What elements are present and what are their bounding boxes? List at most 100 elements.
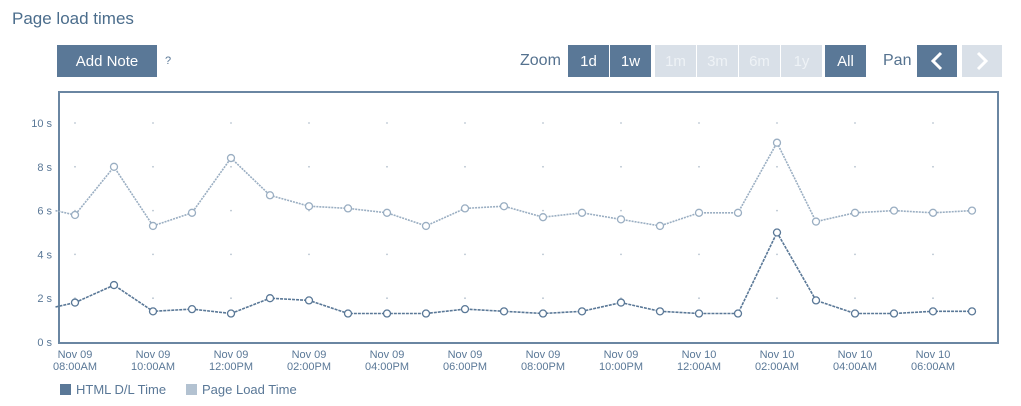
data-point bbox=[265, 294, 275, 303]
data-point bbox=[187, 304, 197, 314]
grid-dot bbox=[542, 297, 544, 300]
grid-dot bbox=[308, 122, 310, 124]
grid-dot bbox=[932, 165, 934, 168]
legend-label-html: HTML D/L Time bbox=[76, 382, 167, 397]
data-point bbox=[850, 208, 860, 217]
grid-dot bbox=[74, 122, 76, 124]
zoom-label: Zoom bbox=[520, 52, 561, 69]
legend-item-html-dl-time[interactable]: HTML D/L Time bbox=[60, 382, 166, 397]
grid-dot bbox=[932, 122, 934, 124]
grid-dot bbox=[620, 165, 622, 168]
data-point bbox=[850, 309, 860, 318]
y-tick-label: 8 s bbox=[37, 162, 52, 174]
data-point bbox=[382, 309, 392, 318]
grid-dot bbox=[386, 122, 388, 124]
data-point bbox=[694, 309, 704, 318]
data-point bbox=[499, 307, 509, 316]
y-tick-label: 0 s bbox=[37, 337, 52, 349]
grid-dot bbox=[698, 297, 700, 300]
grid-dot bbox=[776, 253, 778, 256]
data-point bbox=[577, 208, 587, 217]
chevron-left-icon bbox=[930, 51, 943, 71]
data-point bbox=[616, 215, 626, 224]
grid-dot bbox=[308, 165, 310, 168]
grid-dot bbox=[854, 297, 856, 300]
data-point bbox=[616, 298, 626, 307]
add-note-button[interactable]: Add Note bbox=[57, 45, 157, 77]
x-tick-label: 06:00PM bbox=[443, 361, 487, 373]
data-point bbox=[811, 296, 821, 305]
zoom-button-1d[interactable]: 1d bbox=[568, 45, 609, 77]
grid-dot bbox=[74, 253, 76, 256]
zoom-button-All[interactable]: All bbox=[825, 45, 866, 77]
pan-prev-button[interactable] bbox=[917, 45, 957, 77]
data-point bbox=[421, 309, 431, 318]
legend-swatch-page-load bbox=[186, 384, 197, 395]
x-tick-label: 06:00AM bbox=[911, 361, 955, 373]
x-tick-label: 12:00PM bbox=[209, 361, 253, 373]
data-point bbox=[733, 309, 743, 318]
data-point bbox=[538, 213, 548, 222]
legend-item-page-load-time[interactable]: Page Load Time bbox=[186, 382, 297, 397]
grid-dot bbox=[308, 253, 310, 256]
grid-dot bbox=[230, 297, 232, 300]
data-point bbox=[148, 221, 158, 231]
x-tick-label: 02:00AM bbox=[755, 361, 799, 373]
grid-dot bbox=[74, 165, 76, 168]
zoom-button-1m[interactable]: 1m bbox=[655, 45, 696, 77]
x-tick-label: Nov 10 bbox=[838, 349, 873, 361]
data-point bbox=[343, 309, 353, 318]
x-tick-label: Nov 09 bbox=[370, 349, 405, 361]
data-point bbox=[460, 204, 470, 213]
zoom-button-6m[interactable]: 6m bbox=[739, 45, 780, 77]
x-tick-label: Nov 09 bbox=[136, 349, 171, 361]
grid-dot bbox=[230, 122, 232, 124]
data-point bbox=[889, 309, 899, 318]
grid-dot bbox=[542, 165, 544, 168]
data-point bbox=[109, 162, 119, 171]
help-link[interactable]: ? bbox=[165, 55, 172, 67]
grid-dot bbox=[386, 165, 388, 168]
data-point bbox=[148, 307, 158, 316]
grid-dot bbox=[698, 122, 700, 124]
y-tick-label: 10 s bbox=[31, 118, 52, 130]
data-point bbox=[499, 202, 509, 211]
zoom-button-1w[interactable]: 1w bbox=[610, 45, 651, 77]
pan-next-button[interactable] bbox=[962, 45, 1002, 77]
data-point bbox=[343, 204, 353, 213]
data-point bbox=[382, 208, 392, 217]
grid-dot bbox=[230, 209, 232, 212]
zoom-button-1y[interactable]: 1y bbox=[781, 45, 822, 77]
data-point bbox=[928, 208, 938, 217]
grid-dot bbox=[932, 297, 934, 300]
x-tick-label: Nov 09 bbox=[526, 349, 561, 361]
y-tick-label: 4 s bbox=[37, 249, 52, 261]
data-point bbox=[538, 309, 548, 318]
x-tick-label: Nov 09 bbox=[448, 349, 483, 361]
data-point bbox=[70, 298, 80, 307]
data-point bbox=[187, 208, 197, 217]
grid-dot bbox=[932, 253, 934, 256]
grid-dot bbox=[854, 165, 856, 168]
data-point bbox=[655, 307, 665, 316]
grid-dot bbox=[386, 297, 388, 300]
x-tick-label: 02:00PM bbox=[287, 361, 331, 373]
data-point bbox=[967, 206, 977, 215]
x-tick-label: Nov 10 bbox=[760, 349, 795, 361]
grid-dot bbox=[542, 253, 544, 256]
data-point bbox=[928, 307, 938, 316]
x-tick-label: 12:00AM bbox=[677, 361, 721, 373]
data-point bbox=[421, 221, 431, 231]
data-point bbox=[772, 138, 782, 147]
grid-dot bbox=[620, 209, 622, 212]
grid-dot bbox=[230, 253, 232, 256]
data-point bbox=[304, 296, 314, 305]
x-tick-label: Nov 09 bbox=[604, 349, 639, 361]
zoom-button-3m[interactable]: 3m bbox=[697, 45, 738, 77]
y-tick-label: 2 s bbox=[37, 293, 52, 305]
grid-dot bbox=[698, 253, 700, 256]
plot-area[interactable] bbox=[58, 91, 999, 344]
x-tick-label: 04:00AM bbox=[833, 361, 877, 373]
data-point bbox=[733, 208, 743, 217]
